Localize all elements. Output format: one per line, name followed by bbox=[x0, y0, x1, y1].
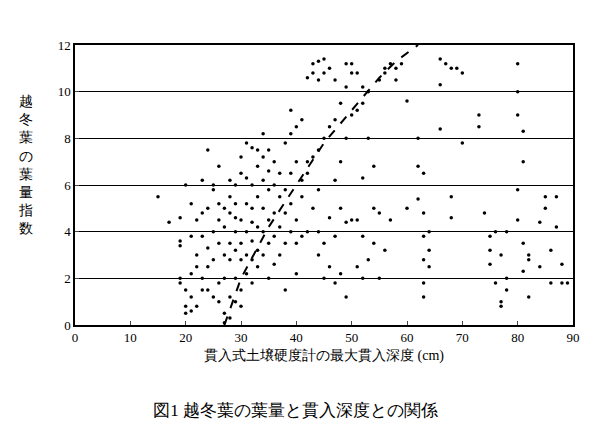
svg-text:6: 6 bbox=[64, 178, 71, 193]
svg-text:80: 80 bbox=[511, 330, 524, 345]
svg-text:10: 10 bbox=[124, 330, 137, 345]
svg-text:40: 40 bbox=[290, 330, 303, 345]
svg-text:70: 70 bbox=[456, 330, 469, 345]
svg-text:10: 10 bbox=[58, 84, 71, 99]
svg-text:4: 4 bbox=[64, 224, 71, 239]
svg-text:8: 8 bbox=[64, 131, 71, 146]
svg-text:越冬葉の葉量指数: 越冬葉の葉量指数 bbox=[18, 94, 33, 236]
svg-text:0: 0 bbox=[72, 330, 79, 345]
svg-text:20: 20 bbox=[179, 330, 192, 345]
svg-text:2: 2 bbox=[64, 271, 71, 286]
svg-text:貫入式土壌硬度計の最大貫入深度 (cm): 貫入式土壌硬度計の最大貫入深度 (cm) bbox=[204, 348, 444, 364]
svg-text:60: 60 bbox=[401, 330, 414, 345]
svg-text:90: 90 bbox=[567, 330, 580, 345]
svg-text:50: 50 bbox=[345, 330, 358, 345]
svg-text:0: 0 bbox=[64, 318, 71, 333]
svg-text:12: 12 bbox=[58, 38, 71, 53]
svg-text:図1 越冬葉の葉量と貫入深度との関係: 図1 越冬葉の葉量と貫入深度との関係 bbox=[153, 401, 438, 420]
svg-text:30: 30 bbox=[235, 330, 248, 345]
